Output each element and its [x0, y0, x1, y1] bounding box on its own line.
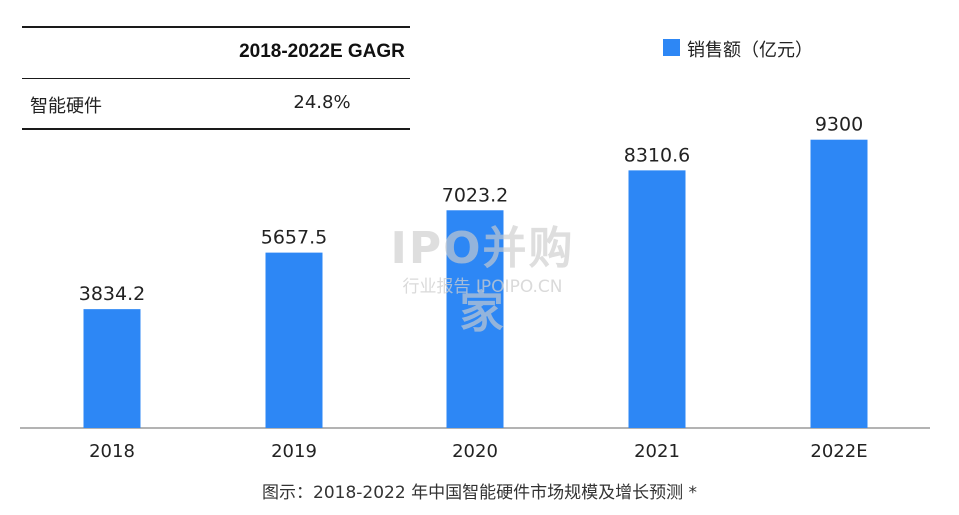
x-tick-label-2020: 2020	[452, 441, 498, 462]
table-header-gagr: 2018-2022E GAGR	[239, 41, 405, 62]
table-header-rule	[22, 78, 410, 79]
bar-2018	[83, 309, 141, 428]
data-label-2021: 8310.6	[624, 144, 690, 166]
x-tick-label-2018: 2018	[89, 441, 135, 462]
x-tick-label-2021: 2021	[634, 441, 680, 462]
data-label-2018: 3834.2	[79, 283, 145, 305]
table-top-rule	[22, 26, 410, 28]
x-tick-label-2019: 2019	[271, 441, 317, 462]
legend-label: 销售额（亿元）	[687, 40, 813, 61]
data-label-2020: 7023.2	[442, 184, 508, 206]
legend-swatch	[663, 39, 680, 56]
data-label-2022E: 9300	[815, 114, 863, 136]
bar-2020	[446, 210, 504, 428]
table-bottom-rule	[22, 128, 410, 130]
bar-2022E	[810, 139, 868, 428]
table-row-value: 24.8%	[293, 92, 351, 113]
bar-2021	[628, 170, 686, 428]
data-label-2019: 5657.5	[261, 227, 327, 249]
bar-2019	[265, 252, 323, 428]
table-row-label: 智能硬件	[30, 96, 102, 117]
x-tick-label-2022E: 2022E	[810, 441, 867, 462]
figure-caption: 图示：2018-2022 年中国智能硬件市场规模及增长预测 *	[262, 483, 697, 503]
